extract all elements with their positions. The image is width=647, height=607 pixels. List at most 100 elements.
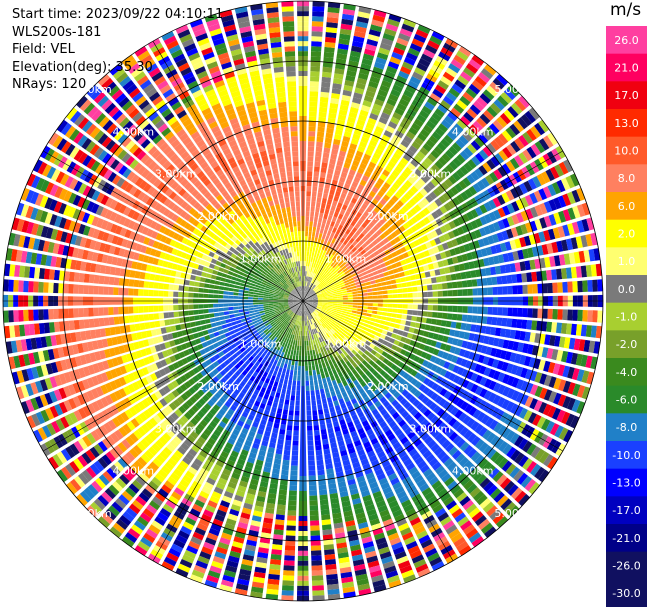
ray-gate [352,159,360,167]
ray-gate [290,395,295,401]
ray-gate [307,161,314,167]
ray-gate [292,445,299,451]
ray-gate [296,385,301,391]
ray-gate [419,109,430,119]
ray-gate [352,35,365,43]
ray-gate [342,308,348,312]
ray-gate [432,88,444,99]
ray-gate [405,52,418,62]
ray-gate [392,152,402,161]
ray-gate [376,311,383,316]
ray-gate [362,289,368,293]
ray-gate [323,213,328,220]
ray-gate [422,304,428,311]
ray-gate [400,139,410,148]
ray-gate [352,302,358,305]
ray-gate [376,177,385,186]
ray-gate [342,135,351,143]
ray-gate [328,112,337,119]
ray-gate [367,303,373,307]
ray-gate [592,279,598,292]
ray-gate [417,304,423,310]
ray-gate [305,231,309,237]
ray-gate [316,141,323,148]
ray-gate [309,510,319,516]
ray-gate [278,367,283,373]
ray-gate [273,381,279,388]
ray-gate [413,118,424,128]
ray-gate [311,365,316,371]
ray-gate [304,340,307,346]
ray-gate [305,286,308,292]
ray-gate [372,103,383,112]
ray-gate [432,284,438,290]
ray-gate [388,13,402,23]
ray-gate [274,365,280,372]
ray-gate [332,227,337,234]
ray-gate [291,385,296,391]
ray-gate [284,444,291,451]
ray-gate [278,494,287,501]
ray-gate [390,89,401,98]
ray-gate [366,166,374,174]
ray-gate [341,13,355,21]
ray-gate [352,305,358,308]
ray-gate [374,182,382,190]
ray-gate [356,311,362,315]
ray-gate [311,26,323,32]
ray-gate [320,167,327,173]
ray-gate [325,32,337,39]
ray-gate [304,266,306,272]
ray-gate [348,169,356,176]
ray-gate [275,514,285,521]
ray-gate [343,131,352,138]
ray-gate [318,301,323,303]
ray-gate [326,22,338,29]
ray-gate [311,201,316,207]
ray-gate [308,266,311,272]
ray-gate [390,156,399,165]
ray-gate [304,236,308,242]
ray-gate [371,186,379,194]
ray-gate [357,302,363,306]
ray-gate [322,256,327,262]
ray-gate [307,355,311,361]
ray-gate [385,23,399,32]
ray-gate [352,307,358,311]
ray-gate [314,268,318,274]
ray-gate [396,75,408,84]
ray-gate [313,379,318,386]
ray-gate [309,495,318,501]
ray-gate [282,575,295,581]
ray-gate [319,368,324,374]
ray-gate [349,106,359,114]
ray-gate [301,320,303,326]
ray-gate [337,48,348,55]
ray-gate [313,274,318,279]
ray-gate [276,443,284,450]
ray-gate [383,130,393,138]
ray-gate [308,455,315,461]
ray-gate [398,70,410,80]
ray-gate [316,201,321,208]
ray-gate [305,271,307,277]
ray-gate [323,188,330,194]
ray-gate [293,370,298,376]
ray-gate [387,289,393,294]
ray-gate [312,1,325,7]
ray-gate [295,340,298,346]
ray-gate [305,385,310,391]
ray-gate [337,181,344,188]
ray-gate [286,520,296,526]
ray-gate [304,335,306,341]
ray-gate [314,439,322,446]
ray-gate [309,216,314,222]
ray-gate [307,261,311,267]
ray-gate [311,31,323,37]
ray-gate [379,173,388,181]
ray-gate [306,261,308,267]
ray-gate [307,430,313,436]
ray-gate [359,179,367,187]
ray-gate [342,304,348,307]
ray-gate [356,16,369,24]
